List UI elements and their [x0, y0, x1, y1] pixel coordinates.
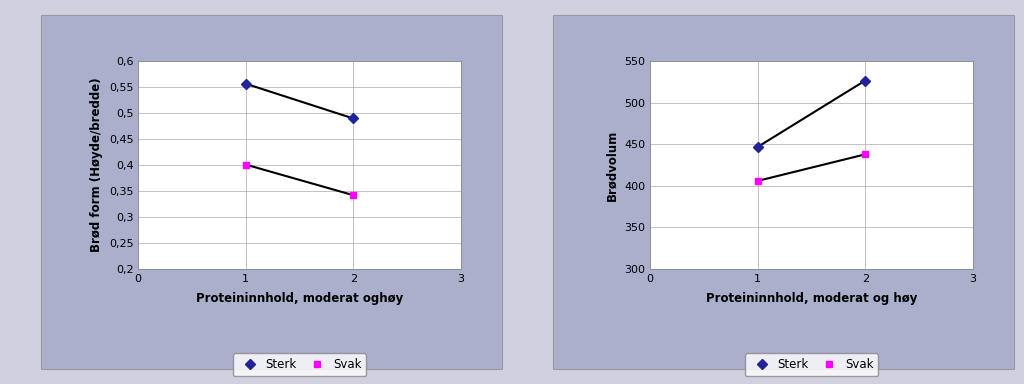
Y-axis label: Brødvolum: Brødvolum — [606, 129, 618, 201]
Legend: Sterk, Svak: Sterk, Svak — [233, 354, 366, 376]
X-axis label: Proteininnhold, moderat og høy: Proteininnhold, moderat og høy — [706, 292, 918, 305]
Legend: Sterk, Svak: Sterk, Svak — [745, 354, 878, 376]
X-axis label: Proteininnhold, moderat oghøy: Proteininnhold, moderat oghøy — [196, 292, 403, 305]
Y-axis label: Brød form (Høyde/bredde): Brød form (Høyde/bredde) — [90, 78, 103, 252]
